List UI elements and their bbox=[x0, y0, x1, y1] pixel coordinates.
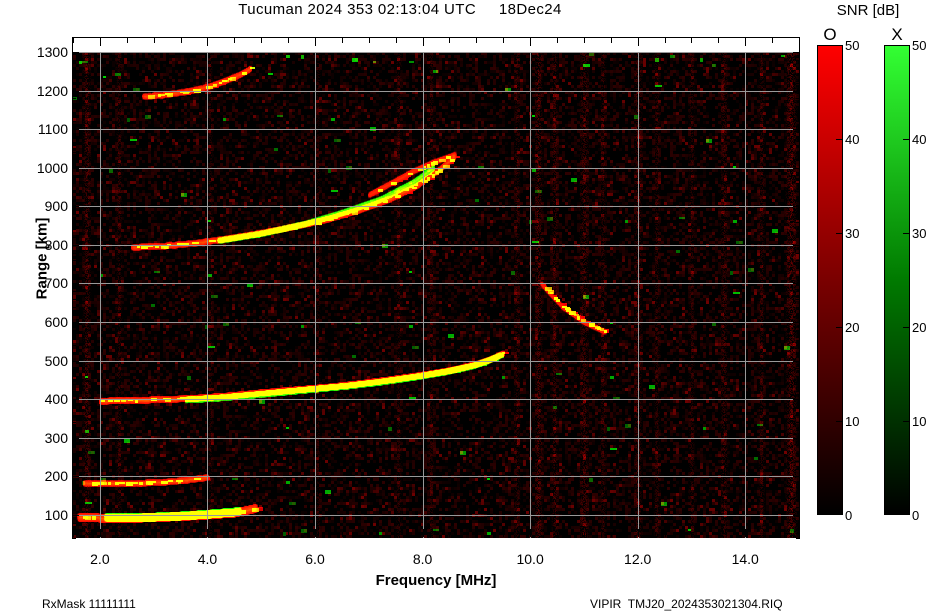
y-tick-label: 700 bbox=[44, 275, 68, 292]
y-tick-label: 800 bbox=[44, 236, 68, 253]
x-tick-label: 2.0 bbox=[90, 551, 110, 567]
page-title: Tucuman 2024 353 02:13:04 UTC 18Dec24 bbox=[238, 1, 562, 18]
colorbar-tick-label: 0 bbox=[845, 508, 853, 523]
y-tick-label: 1000 bbox=[36, 159, 68, 176]
ionogram-canvas-container bbox=[73, 52, 799, 538]
source-file-label: VIPIR TMJ20_2024353021304.RIQ bbox=[590, 597, 783, 611]
y-axis-tick-labels: 1300 1200 1100 1000 900 800 700 600 500 400 300 200… bbox=[0, 0, 68, 560]
y-tick-label: 900 bbox=[44, 198, 68, 215]
x-tick-label: 8.0 bbox=[412, 551, 433, 567]
colorbar-o-letter: O bbox=[823, 25, 837, 44]
x-tick-label: 10.0 bbox=[516, 551, 544, 567]
colorbar-tick-label: 20 bbox=[845, 320, 860, 335]
x-tick-label: 6.0 bbox=[305, 551, 325, 567]
y-tick-label: 1200 bbox=[36, 82, 68, 99]
colorbar-o-gradient bbox=[817, 45, 843, 515]
y-tick-label: 600 bbox=[44, 314, 68, 330]
x-tick-label: 12.0 bbox=[624, 551, 652, 567]
y-tick-label: 100 bbox=[44, 506, 68, 523]
top-axis-band bbox=[73, 38, 799, 52]
colorbar-title: SNR [dB] bbox=[836, 2, 900, 19]
colorbar-tick-label: 40 bbox=[845, 132, 860, 147]
colorbar-x-gradient bbox=[884, 45, 910, 515]
ionogram-heatmap bbox=[73, 52, 799, 538]
x-tick-label: 14.0 bbox=[731, 551, 759, 567]
y-minor-tick bbox=[796, 538, 800, 539]
x-axis-title: Frequency [MHz] bbox=[375, 572, 497, 589]
y-tick-label: 200 bbox=[44, 468, 68, 485]
y-tick-label: 300 bbox=[44, 429, 68, 446]
colorbar-tick-label: 30 bbox=[845, 226, 860, 241]
colorbar-tick-label: 40 bbox=[912, 132, 927, 147]
colorbar-tick-label: 50 bbox=[912, 38, 927, 53]
colorbar-tick-label: 50 bbox=[845, 38, 860, 53]
y-tick-label: 400 bbox=[44, 391, 68, 408]
colorbar-tick-label: 20 bbox=[912, 320, 927, 335]
colorbar-tick-label: 10 bbox=[845, 414, 860, 429]
y-tick-label: 1300 bbox=[36, 44, 68, 60]
colorbar-tick-label: 10 bbox=[912, 414, 927, 429]
y-tick-label: 500 bbox=[44, 352, 68, 369]
colorbar-tick-label: 30 bbox=[912, 226, 927, 241]
rxmask-label: RxMask 11111111 bbox=[42, 597, 136, 611]
x-tick-label: 4.0 bbox=[197, 551, 218, 567]
colorbar-x-letter: X bbox=[891, 25, 903, 44]
x-axis-tick-labels: 2.0 4.0 6.0 8.0 10.0 12.0 14.0 bbox=[0, 548, 932, 568]
y-minor-tick bbox=[72, 538, 76, 539]
y-axis-title: Range [km] bbox=[33, 217, 51, 300]
colorbar-tick-label: 0 bbox=[912, 508, 920, 523]
y-tick-label: 1100 bbox=[37, 121, 68, 138]
